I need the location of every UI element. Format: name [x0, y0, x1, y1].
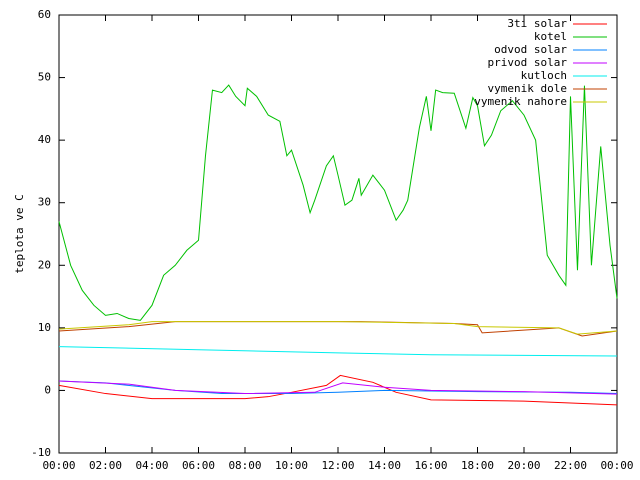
- series-line: [58, 84, 618, 321]
- x-tick-label: 00:00: [600, 459, 633, 472]
- series-line: [58, 321, 618, 337]
- x-tick-label: 12:00: [321, 459, 354, 472]
- x-tick-label: 08:00: [228, 459, 261, 472]
- x-tick-label: 14:00: [368, 459, 401, 472]
- x-tick-label: 16:00: [414, 459, 447, 472]
- y-tick-label: 40: [38, 133, 51, 146]
- y-axis-label: teplota ve C: [13, 194, 26, 273]
- series-line: [58, 380, 618, 395]
- x-tick-label: 04:00: [135, 459, 168, 472]
- legend-label: 3ti solar: [507, 17, 567, 30]
- x-tick-label: 18:00: [461, 459, 494, 472]
- series-line: [58, 346, 618, 357]
- x-tick-label: 20:00: [507, 459, 540, 472]
- x-tick-label: 06:00: [182, 459, 215, 472]
- series-line: [58, 374, 618, 406]
- y-tick-label: 20: [38, 258, 51, 271]
- y-tick-label: -10: [31, 446, 51, 459]
- x-tick-label: 02:00: [89, 459, 122, 472]
- y-tick-label: 50: [38, 71, 51, 84]
- legend-label: vymenik dole: [488, 82, 567, 95]
- y-tick-label: 0: [44, 383, 51, 396]
- legend-label: kotel: [534, 30, 567, 43]
- x-tick-label: 22:00: [554, 459, 587, 472]
- legend-label: odvod solar: [494, 43, 567, 56]
- y-tick-label: 60: [38, 8, 51, 21]
- x-tick-label: 00:00: [42, 459, 75, 472]
- x-tick-label: 10:00: [275, 459, 308, 472]
- legend-label: vymenik nahore: [474, 95, 567, 108]
- legend-label: privod solar: [488, 56, 568, 69]
- legend-label: kutloch: [521, 69, 567, 82]
- y-tick-label: 10: [38, 321, 51, 334]
- y-tick-label: 30: [38, 196, 51, 209]
- series-line: [58, 321, 618, 335]
